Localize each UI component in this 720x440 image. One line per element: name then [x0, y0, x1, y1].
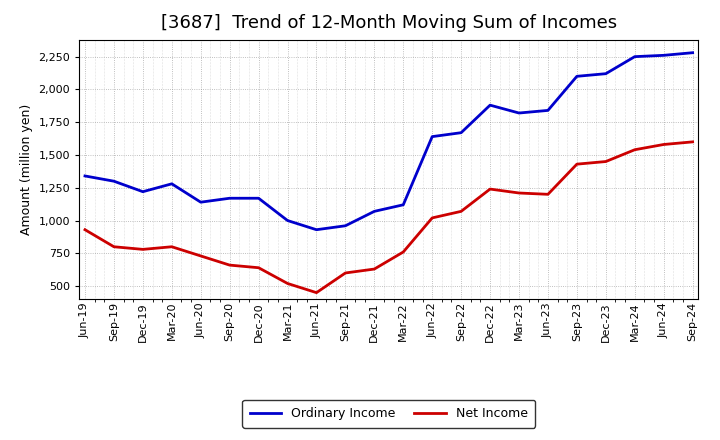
Net Income	[138, 247, 147, 252]
Ordinary Income	[486, 103, 495, 108]
Ordinary Income	[601, 71, 610, 76]
Ordinary Income	[631, 54, 639, 59]
Ordinary Income	[544, 108, 552, 113]
Net Income	[486, 187, 495, 192]
Net Income	[688, 139, 697, 144]
Net Income	[544, 192, 552, 197]
Ordinary Income	[225, 196, 234, 201]
Ordinary Income	[138, 189, 147, 194]
Net Income	[456, 209, 465, 214]
Ordinary Income	[660, 53, 668, 58]
Net Income	[168, 244, 176, 249]
Net Income	[631, 147, 639, 152]
Ordinary Income	[456, 130, 465, 136]
Ordinary Income	[283, 218, 292, 223]
Ordinary Income	[572, 73, 581, 79]
Ordinary Income	[312, 227, 321, 232]
Ordinary Income	[168, 181, 176, 187]
Ordinary Income	[370, 209, 379, 214]
Net Income	[660, 142, 668, 147]
Line: Ordinary Income: Ordinary Income	[85, 53, 693, 230]
Ordinary Income	[109, 179, 118, 184]
Net Income	[283, 281, 292, 286]
Net Income	[254, 265, 263, 270]
Ordinary Income	[197, 199, 205, 205]
Net Income	[225, 263, 234, 268]
Net Income	[109, 244, 118, 249]
Title: [3687]  Trend of 12-Month Moving Sum of Incomes: [3687] Trend of 12-Month Moving Sum of I…	[161, 15, 617, 33]
Ordinary Income	[81, 173, 89, 179]
Ordinary Income	[254, 196, 263, 201]
Net Income	[197, 253, 205, 259]
Net Income	[312, 290, 321, 295]
Ordinary Income	[428, 134, 436, 139]
Y-axis label: Amount (million yen): Amount (million yen)	[20, 104, 33, 235]
Ordinary Income	[688, 50, 697, 55]
Ordinary Income	[399, 202, 408, 207]
Ordinary Income	[341, 223, 350, 228]
Ordinary Income	[515, 110, 523, 116]
Net Income	[341, 270, 350, 275]
Net Income	[370, 266, 379, 271]
Net Income	[515, 191, 523, 196]
Net Income	[81, 227, 89, 232]
Net Income	[572, 161, 581, 167]
Net Income	[399, 249, 408, 255]
Net Income	[428, 215, 436, 220]
Line: Net Income: Net Income	[85, 142, 693, 293]
Legend: Ordinary Income, Net Income: Ordinary Income, Net Income	[243, 400, 535, 428]
Net Income	[601, 159, 610, 164]
